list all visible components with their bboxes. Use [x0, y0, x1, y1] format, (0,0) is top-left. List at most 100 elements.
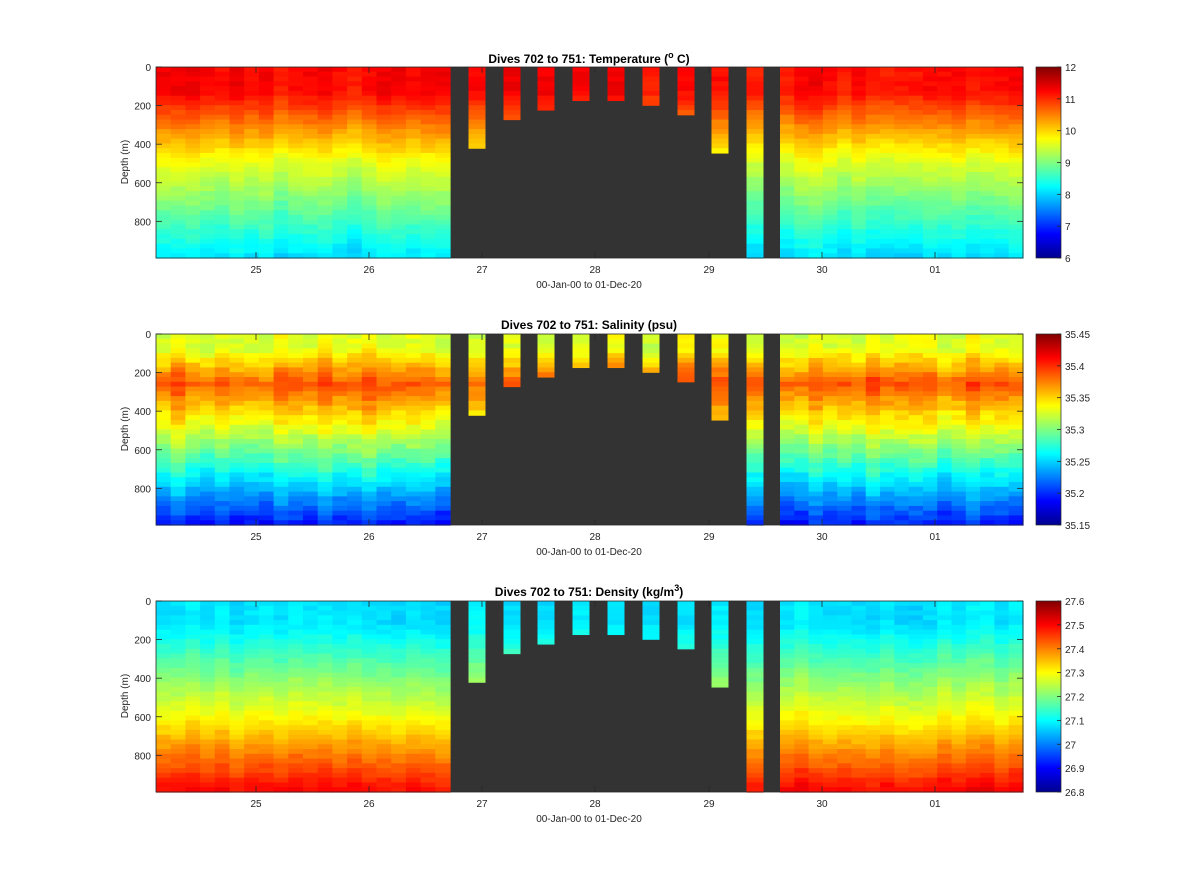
density-cell — [809, 773, 824, 778]
salinity-cell — [923, 501, 938, 506]
density-cell — [303, 644, 318, 649]
density-cell — [994, 620, 1009, 625]
density-cell — [952, 701, 967, 706]
density-cell — [391, 677, 406, 682]
salinity-cell — [288, 444, 303, 449]
density-cell — [937, 697, 952, 702]
temperature-cell — [809, 129, 824, 134]
salinity-cell — [362, 382, 377, 387]
temperature-cell — [952, 100, 967, 105]
temperature-cell — [837, 229, 852, 234]
salinity-cell — [406, 415, 421, 420]
temperature-cell — [406, 248, 421, 253]
temperature-cell — [937, 115, 952, 120]
temperature-cell — [215, 96, 230, 101]
salinity-cell — [259, 434, 274, 439]
temperature-cell — [259, 225, 274, 230]
density-cell — [288, 677, 303, 682]
temperature-cell — [780, 220, 795, 225]
density-cell — [435, 759, 450, 764]
salinity-cell — [318, 401, 333, 406]
temperature-panel: Dives 702 to 751: Temperature (o C) Dept… — [120, 50, 1077, 291]
salinity-cell — [215, 348, 230, 353]
salinity-cell — [435, 372, 450, 377]
density-cell — [894, 711, 909, 716]
temperature-cell — [347, 210, 362, 215]
salinity-cell — [362, 339, 377, 344]
density-cell — [966, 687, 981, 692]
salinity-cell — [185, 477, 200, 482]
temperature-cell — [952, 191, 967, 196]
temperature-cell — [332, 167, 347, 172]
salinity-cell — [980, 391, 995, 396]
density-cell — [156, 735, 171, 740]
salinity-cell — [994, 348, 1009, 353]
temperature-cell — [966, 115, 981, 120]
salinity-cell — [347, 468, 362, 473]
density-profile-cell — [747, 706, 764, 711]
density-cell — [851, 625, 866, 630]
temperature-cell — [274, 229, 289, 234]
salinity-profile-cell — [469, 387, 486, 392]
temperature-profile-cell — [504, 115, 521, 120]
salinity-cell — [303, 468, 318, 473]
salinity-profile-cell — [678, 372, 695, 377]
density-cell — [303, 663, 318, 668]
density-cell — [318, 615, 333, 620]
salinity-profile-cell — [538, 372, 555, 377]
salinity-cell — [1009, 453, 1024, 458]
temperature-cell — [318, 120, 333, 125]
density-cell — [274, 706, 289, 711]
salinity-profile — [538, 334, 555, 378]
temperature-cell — [406, 239, 421, 244]
temperature-cell — [377, 100, 392, 105]
density-cell — [377, 768, 392, 773]
density-cell — [952, 697, 967, 702]
density-cell — [288, 730, 303, 735]
temperature-cell — [244, 172, 259, 177]
salinity-cell — [851, 496, 866, 501]
density-cell — [794, 697, 809, 702]
density-cell — [244, 644, 259, 649]
density-cell — [894, 739, 909, 744]
salinity-cell — [980, 458, 995, 463]
salinity-cell — [391, 396, 406, 401]
salinity-profile — [747, 334, 764, 526]
temperature-cell — [230, 191, 245, 196]
density-cell — [966, 601, 981, 606]
salinity-cell — [259, 449, 274, 454]
density-profile-cell — [504, 606, 521, 611]
density-profile-cell — [712, 658, 729, 663]
density-profile-cell — [747, 725, 764, 730]
salinity-cell — [288, 482, 303, 487]
temperature-cell — [794, 191, 809, 196]
density-cell — [259, 711, 274, 716]
salinity-cell — [809, 377, 824, 382]
temperature-cell — [274, 239, 289, 244]
salinity-profile-cell — [712, 358, 729, 363]
salinity-cell — [244, 511, 259, 516]
salinity-cell — [244, 363, 259, 368]
temperature-cell — [435, 153, 450, 158]
density-cell — [171, 744, 186, 749]
salinity-cell — [780, 430, 795, 435]
temperature-cell — [823, 201, 838, 206]
salinity-cell — [823, 391, 838, 396]
temperature-cell — [909, 248, 924, 253]
density-cell — [866, 701, 881, 706]
salinity-cell — [259, 415, 274, 420]
temperature-cell — [780, 124, 795, 129]
salinity-cell — [288, 396, 303, 401]
density-cell — [435, 673, 450, 678]
density-cell — [937, 644, 952, 649]
density-cell — [230, 644, 245, 649]
temperature-cell — [332, 115, 347, 120]
density-cell — [274, 763, 289, 768]
density-cell — [909, 744, 924, 749]
density-cell — [894, 749, 909, 754]
temperature-cell — [435, 163, 450, 168]
density-profile-cell — [678, 639, 695, 644]
salinity-cell — [880, 420, 895, 425]
density-cell — [259, 644, 274, 649]
salinity-cell — [780, 501, 795, 506]
